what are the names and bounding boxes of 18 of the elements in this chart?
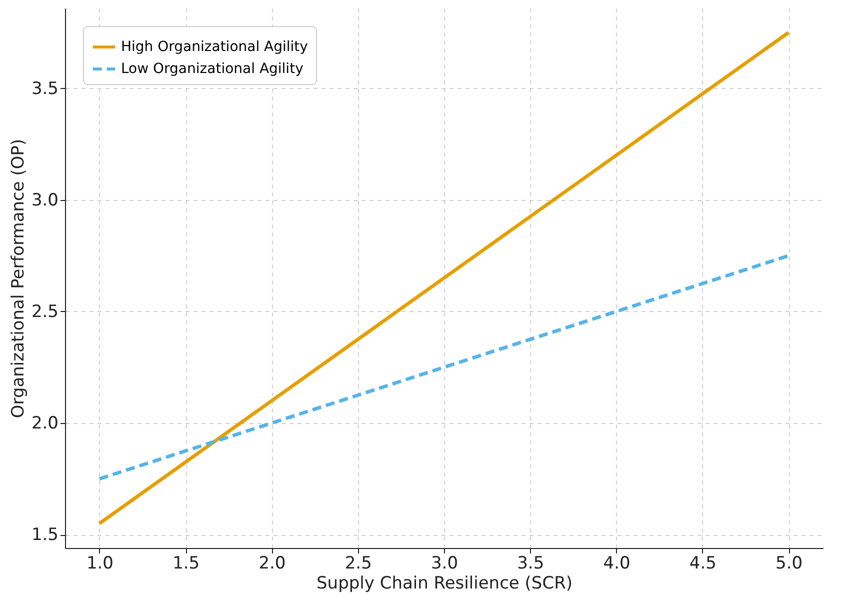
y-tick-label: 1.5 bbox=[31, 525, 58, 546]
x-tick-label: 5.0 bbox=[776, 554, 803, 574]
legend-label: Low Organizational Agility bbox=[121, 61, 304, 77]
x-tick-label: 3.0 bbox=[430, 554, 458, 574]
y-tick-label: 2.0 bbox=[31, 414, 58, 434]
y-tick-label: 2.5 bbox=[31, 302, 58, 322]
x-axis-title: Supply Chain Resilience (SCR) bbox=[316, 574, 573, 594]
x-tick-label: 1.5 bbox=[172, 554, 200, 574]
x-tick-label: 4.5 bbox=[689, 554, 716, 574]
y-tick-label: 3.5 bbox=[31, 78, 58, 99]
x-tick-label: 1.0 bbox=[86, 554, 114, 574]
x-tick-label: 4.0 bbox=[603, 554, 630, 574]
x-tick-label: 3.5 bbox=[517, 554, 544, 574]
y-tick-label: 3.0 bbox=[31, 190, 58, 210]
x-tick-label: 2.5 bbox=[344, 554, 372, 574]
y-axis-title: Organizational Performance (OP) bbox=[8, 138, 28, 418]
legend-label: High Organizational Agility bbox=[121, 39, 308, 55]
x-tick-label: 2.0 bbox=[258, 554, 286, 574]
